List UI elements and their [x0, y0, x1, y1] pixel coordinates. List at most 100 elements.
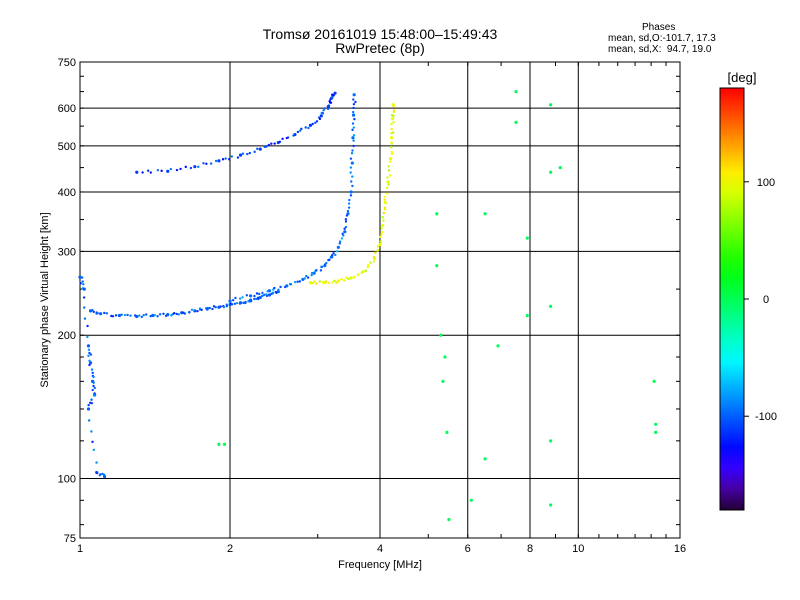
x-tick-label: 1: [77, 543, 83, 555]
data-point: [549, 170, 553, 174]
data-point: [514, 120, 518, 124]
data-point: [318, 117, 322, 121]
data-point: [327, 104, 331, 107]
data-point: [391, 131, 395, 134]
data-point: [306, 276, 310, 279]
data-point: [241, 296, 244, 299]
data-point: [349, 166, 353, 169]
data-point: [333, 91, 337, 95]
data-point: [388, 160, 392, 163]
data-point: [141, 171, 144, 174]
data-point: [78, 275, 82, 279]
data-point: [343, 230, 347, 234]
data-point: [267, 293, 272, 297]
data-point: [435, 264, 439, 268]
data-point: [341, 232, 344, 235]
data-point: [391, 117, 395, 121]
data-point: [380, 233, 383, 236]
data-point: [388, 157, 393, 161]
colorbar-tick-label: -100: [755, 411, 777, 423]
data-point: [87, 419, 91, 422]
data-point: [387, 183, 390, 186]
data-point: [200, 308, 203, 311]
data-point: [654, 430, 658, 434]
y-tick-label: 400: [58, 187, 76, 199]
data-point: [331, 253, 334, 257]
y-tick-label: 200: [58, 330, 76, 342]
data-point: [386, 192, 389, 195]
data-point: [328, 258, 331, 261]
data-point: [219, 305, 222, 308]
data-point: [184, 165, 187, 169]
data-point: [214, 306, 217, 309]
data-point: [217, 159, 221, 163]
data-point: [293, 280, 297, 284]
data-point: [276, 290, 280, 294]
data-point: [231, 298, 235, 302]
data-point: [126, 313, 129, 317]
data-point: [385, 186, 389, 190]
data-point: [244, 300, 247, 304]
data-point: [331, 281, 334, 284]
colorbar: [719, 87, 745, 511]
data-point: [230, 155, 234, 158]
data-point: [87, 354, 90, 357]
data-point: [86, 407, 91, 411]
data-point: [390, 113, 394, 117]
data-point: [340, 237, 344, 240]
data-point: [315, 120, 319, 123]
data-point: [92, 384, 95, 388]
data-point: [253, 294, 256, 298]
data-point: [354, 100, 357, 104]
data-point: [334, 253, 337, 257]
data-point: [349, 276, 353, 280]
data-point: [332, 251, 335, 255]
data-point: [347, 206, 351, 209]
data-point: [319, 114, 323, 118]
phases-label: Phases: [642, 22, 676, 33]
data-point: [235, 301, 239, 305]
colorbar-label: [deg]: [728, 70, 757, 85]
data-point: [344, 220, 348, 223]
data-point: [151, 313, 155, 318]
data-point: [435, 212, 439, 216]
data-point: [83, 306, 86, 309]
data-point: [351, 149, 354, 152]
x-tick-label: 10: [572, 543, 584, 555]
data-point: [267, 289, 272, 293]
data-point: [166, 312, 170, 317]
data-point: [376, 249, 379, 252]
data-point: [183, 312, 187, 315]
data-point: [374, 251, 377, 254]
data-point: [273, 286, 276, 290]
data-point: [361, 270, 365, 274]
data-point: [558, 166, 562, 170]
data-point: [293, 132, 297, 137]
data-point: [80, 276, 84, 279]
data-point: [525, 236, 529, 240]
data-point: [86, 324, 89, 328]
data-point: [315, 269, 318, 272]
data-point: [350, 161, 354, 165]
data-point: [140, 315, 144, 319]
data-point: [261, 291, 264, 295]
data-point: [177, 313, 180, 316]
data-point: [193, 165, 197, 169]
data-point: [339, 278, 343, 281]
data-point: [98, 474, 102, 477]
data-point: [242, 301, 245, 305]
data-point: [313, 280, 316, 283]
data-point: [310, 273, 313, 277]
data-point: [193, 309, 197, 313]
data-point: [319, 269, 323, 272]
data-point: [387, 169, 391, 172]
data-point: [447, 517, 451, 522]
data-point: [549, 439, 553, 443]
data-point: [352, 139, 355, 142]
data-point: [383, 200, 387, 205]
data-point: [206, 306, 210, 310]
data-point: [238, 153, 243, 157]
data-point: [88, 361, 93, 365]
data-point: [392, 121, 395, 124]
